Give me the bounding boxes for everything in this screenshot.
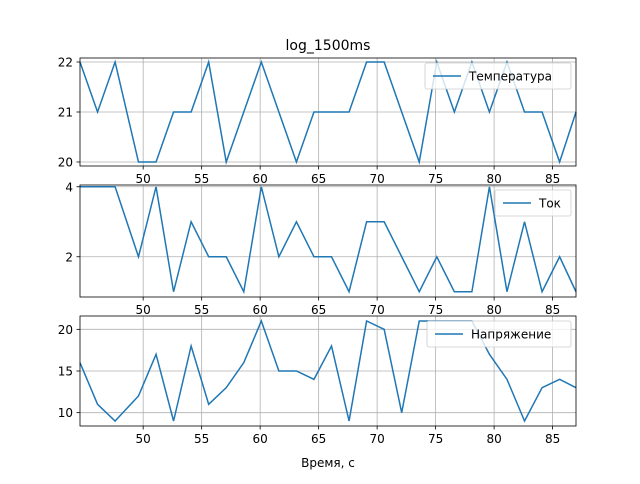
voltage-legend: Напряжение [426, 320, 572, 348]
voltage-series-line [79, 318, 577, 423]
temperature-x-tick-label: 70 [369, 172, 384, 186]
current-panel: 50 55 60 65 70 75 80 85 2 4 Ток [65, 180, 577, 317]
figure-title: log_1500ms [286, 38, 371, 54]
temperature-legend: Температура [424, 62, 572, 90]
temperature-series-line [79, 59, 577, 165]
temperature-x-tick-label: 55 [194, 172, 209, 186]
voltage-panel: 50 55 60 65 70 75 80 85 10 15 20 Напряжение [58, 315, 577, 446]
voltage-x-tick-label: 80 [486, 432, 501, 446]
current-x-tick-label: 55 [194, 303, 209, 317]
temperature-x-tick-label: 85 [545, 172, 560, 186]
voltage-x-tick-label: 55 [194, 432, 209, 446]
subplots: 50 55 60 65 70 75 80 85 20 21 22 Температура 50 55 60 6… [58, 56, 577, 446]
voltage-x-tick-label: 75 [428, 432, 443, 446]
x-axis-label: Время, с [301, 456, 355, 470]
temperature-legend-box [424, 62, 572, 90]
current-axes-frame [79, 184, 577, 298]
voltage-y-tick-label: 15 [58, 365, 73, 379]
temperature-y-tick-label: 22 [58, 56, 73, 70]
current-x-tick-label: 60 [253, 303, 268, 317]
voltage-y-tick-label: 20 [58, 323, 73, 337]
temperature-x-tick-label: 60 [253, 172, 268, 186]
current-legend: Ток [494, 189, 572, 217]
voltage-x-tick-label: 85 [545, 432, 560, 446]
temperature-legend-label: Температура [468, 70, 552, 84]
temperature-y-tick-label: 20 [58, 156, 73, 170]
current-x-tick-label: 70 [369, 303, 384, 317]
current-legend-label: Ток [538, 197, 561, 211]
temperature-x-tick-label: 65 [311, 172, 326, 186]
temperature-x-tick-label: 50 [136, 172, 151, 186]
current-x-tick-label: 85 [545, 303, 560, 317]
voltage-x-tick-label: 65 [311, 432, 326, 446]
voltage-x-tick-label: 70 [369, 432, 384, 446]
current-x-tick-label: 80 [486, 303, 501, 317]
current-y-tick-label: 4 [65, 180, 73, 194]
temperature-x-tick-label: 80 [486, 172, 501, 186]
voltage-y-tick-label: 10 [58, 406, 73, 420]
current-x-tick-label: 65 [311, 303, 326, 317]
voltage-legend-label: Напряжение [471, 328, 551, 342]
temperature-panel: 50 55 60 65 70 75 80 85 20 21 22 Температура [58, 56, 577, 186]
voltage-legend-box [426, 320, 572, 348]
current-x-tick-label: 50 [136, 303, 151, 317]
current-y-tick-label: 2 [65, 250, 73, 264]
voltage-x-tick-label: 50 [136, 432, 151, 446]
temperature-x-tick-label: 75 [428, 172, 443, 186]
temperature-y-tick-label: 21 [58, 106, 73, 120]
voltage-x-tick-label: 60 [253, 432, 268, 446]
current-x-tick-label: 75 [428, 303, 443, 317]
current-series-line [80, 186, 577, 295]
current-legend-box [494, 189, 572, 217]
